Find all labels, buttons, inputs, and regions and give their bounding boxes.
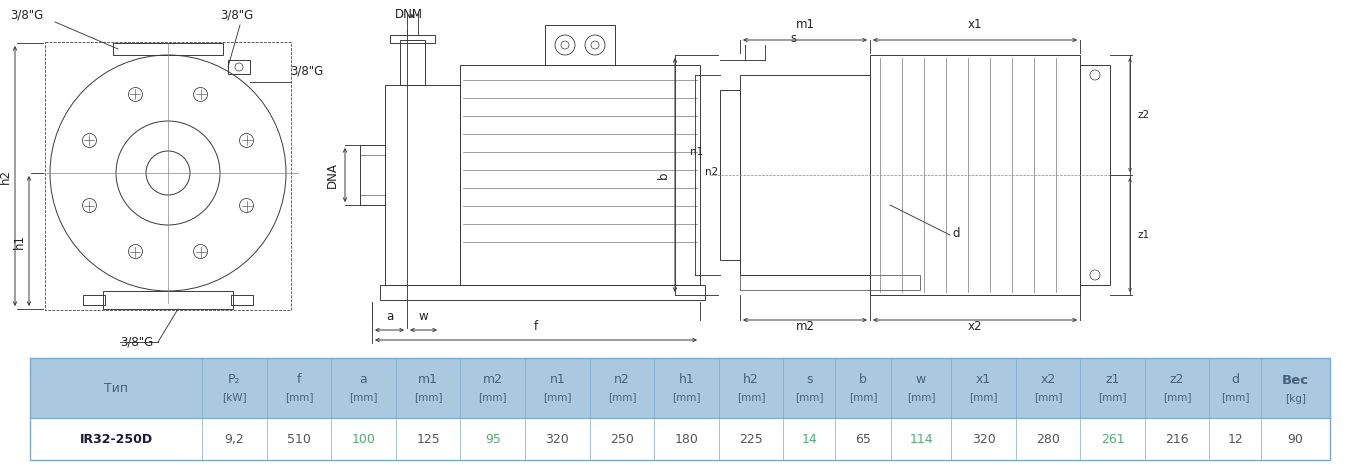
Text: IR32-250D: IR32-250D	[80, 432, 153, 446]
Text: 12: 12	[1228, 432, 1243, 446]
Bar	[30, 358, 1329, 460]
Text: f: f	[297, 373, 301, 385]
Text: z1: z1	[1105, 373, 1120, 385]
Bar	[720, 90, 740, 260]
Text: 114: 114	[909, 432, 934, 446]
Text: 65: 65	[855, 432, 871, 446]
Text: [mm]: [mm]	[907, 392, 935, 402]
Text: b: b	[657, 171, 670, 179]
Text: [kg]: [kg]	[1285, 394, 1306, 404]
Bar	[740, 275, 920, 290]
Text: a: a	[386, 310, 393, 323]
Text: DNM: DNM	[394, 8, 423, 21]
Text: n2: n2	[705, 167, 719, 177]
Bar	[390, 35, 435, 43]
Text: [mm]: [mm]	[736, 392, 765, 402]
Text: z1: z1	[1138, 230, 1150, 240]
Bar	[113, 43, 223, 55]
Text: x2: x2	[967, 320, 982, 333]
Text: 320: 320	[971, 432, 996, 446]
Bar	[740, 75, 870, 275]
Text: w: w	[916, 373, 927, 385]
Text: z2: z2	[1138, 110, 1150, 120]
Text: z2: z2	[1170, 373, 1185, 385]
Text: [mm]: [mm]	[848, 392, 877, 402]
Text: n1: n1	[550, 373, 565, 385]
Text: DNA: DNA	[326, 162, 339, 188]
Text: 9,2: 9,2	[224, 432, 245, 446]
Bar	[82, 295, 105, 305]
Text: x1: x1	[975, 373, 992, 385]
Text: 510: 510	[288, 432, 311, 446]
Text: n1: n1	[690, 147, 704, 157]
Bar	[544, 25, 615, 65]
Text: [mm]: [mm]	[350, 392, 378, 402]
Text: [mm]: [mm]	[543, 392, 571, 402]
Text: w: w	[419, 310, 428, 323]
Text: 250: 250	[609, 432, 634, 446]
Bar	[30, 358, 1329, 418]
Text: h2: h2	[743, 373, 759, 385]
Text: s: s	[807, 373, 812, 385]
Bar	[30, 418, 1329, 460]
Text: [mm]: [mm]	[794, 392, 823, 402]
Text: [mm]: [mm]	[285, 392, 313, 402]
Text: f: f	[534, 320, 538, 333]
Text: x1: x1	[967, 18, 982, 31]
Text: [mm]: [mm]	[969, 392, 998, 402]
Text: [kW]: [kW]	[222, 392, 247, 402]
Bar	[1079, 65, 1111, 285]
Text: 180: 180	[674, 432, 698, 446]
Bar	[45, 42, 290, 310]
Text: Тип: Тип	[104, 382, 128, 394]
Bar	[870, 55, 1079, 295]
Bar	[359, 145, 385, 205]
Text: 3/8"G: 3/8"G	[220, 8, 253, 21]
Bar	[231, 295, 253, 305]
Text: s: s	[790, 32, 796, 45]
Text: 125: 125	[416, 432, 440, 446]
Text: [mm]: [mm]	[1163, 392, 1192, 402]
Text: [mm]: [mm]	[608, 392, 636, 402]
Text: [mm]: [mm]	[478, 392, 507, 402]
Text: n2: n2	[613, 373, 630, 385]
Bar	[103, 291, 232, 309]
Text: 100: 100	[351, 432, 376, 446]
Text: m2: m2	[482, 373, 503, 385]
Text: 280: 280	[1036, 432, 1061, 446]
Bar	[400, 40, 426, 85]
Bar	[228, 60, 250, 74]
Text: 320: 320	[546, 432, 569, 446]
Text: [mm]: [mm]	[1098, 392, 1127, 402]
Text: [mm]: [mm]	[413, 392, 442, 402]
Text: m1: m1	[796, 18, 815, 31]
Text: 3/8"G: 3/8"G	[290, 65, 323, 78]
Text: [mm]: [mm]	[1221, 392, 1250, 402]
Text: 225: 225	[739, 432, 763, 446]
Bar	[380, 285, 705, 300]
Bar	[385, 85, 459, 285]
Bar	[459, 65, 700, 285]
Text: b: b	[859, 373, 867, 385]
Text: 14: 14	[801, 432, 817, 446]
Text: 261: 261	[1101, 432, 1124, 446]
Text: 3/8"G: 3/8"G	[9, 8, 43, 21]
Text: x2: x2	[1040, 373, 1055, 385]
Text: a: a	[359, 373, 367, 385]
Text: P₂: P₂	[228, 373, 240, 385]
Text: h1: h1	[12, 234, 26, 248]
Text: m1: m1	[419, 373, 438, 385]
Text: h2: h2	[0, 168, 12, 184]
Text: 3/8"G: 3/8"G	[120, 335, 153, 348]
Text: h1: h1	[678, 373, 694, 385]
Text: 90: 90	[1288, 432, 1304, 446]
Text: d: d	[952, 227, 959, 240]
Text: [mm]: [mm]	[1034, 392, 1062, 402]
Text: d: d	[1231, 373, 1239, 385]
Text: [mm]: [mm]	[673, 392, 701, 402]
Text: m2: m2	[796, 320, 815, 333]
Text: 216: 216	[1166, 432, 1189, 446]
Text: Вес: Вес	[1282, 374, 1309, 387]
Text: 95: 95	[485, 432, 501, 446]
